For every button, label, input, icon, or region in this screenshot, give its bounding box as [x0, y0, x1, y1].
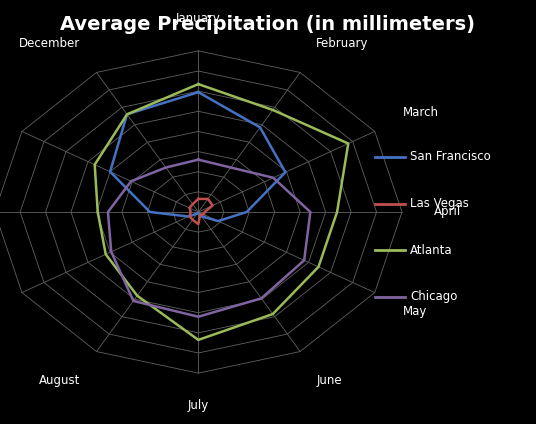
Text: May: May	[403, 305, 427, 318]
Text: Chicago: Chicago	[410, 290, 457, 303]
Text: San Francisco: San Francisco	[410, 151, 491, 163]
Text: August: August	[39, 374, 80, 387]
Text: Las Vegas: Las Vegas	[410, 197, 469, 210]
Text: February: February	[316, 37, 369, 50]
Text: June: June	[316, 374, 342, 387]
Text: December: December	[19, 37, 80, 50]
Text: Atlanta: Atlanta	[410, 244, 453, 257]
Text: Average Precipitation (in millimeters): Average Precipitation (in millimeters)	[61, 15, 475, 34]
Text: July: July	[188, 399, 209, 412]
Text: March: March	[403, 106, 438, 119]
Text: April: April	[434, 206, 461, 218]
Text: January: January	[176, 12, 221, 25]
